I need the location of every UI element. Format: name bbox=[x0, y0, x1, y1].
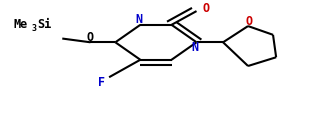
Text: O: O bbox=[87, 31, 94, 44]
Text: O: O bbox=[245, 15, 252, 28]
Text: 3: 3 bbox=[32, 24, 37, 33]
Text: N: N bbox=[192, 41, 198, 54]
Text: O: O bbox=[202, 2, 209, 15]
Text: Me: Me bbox=[14, 18, 28, 31]
Text: N: N bbox=[135, 13, 142, 26]
Text: Si: Si bbox=[37, 18, 52, 31]
Text: F: F bbox=[98, 76, 105, 89]
